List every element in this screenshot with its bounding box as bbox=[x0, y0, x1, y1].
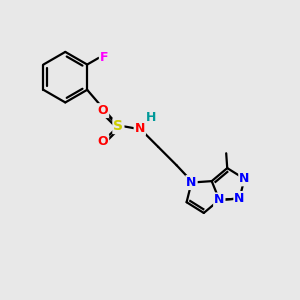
Text: F: F bbox=[100, 51, 108, 64]
Text: O: O bbox=[98, 135, 108, 148]
Text: N: N bbox=[135, 122, 145, 135]
Text: N: N bbox=[234, 192, 245, 205]
Text: N: N bbox=[186, 176, 197, 189]
Text: N: N bbox=[214, 194, 224, 206]
Text: H: H bbox=[146, 111, 156, 124]
Text: S: S bbox=[113, 119, 123, 133]
Text: N: N bbox=[239, 172, 250, 185]
Text: O: O bbox=[98, 104, 108, 117]
